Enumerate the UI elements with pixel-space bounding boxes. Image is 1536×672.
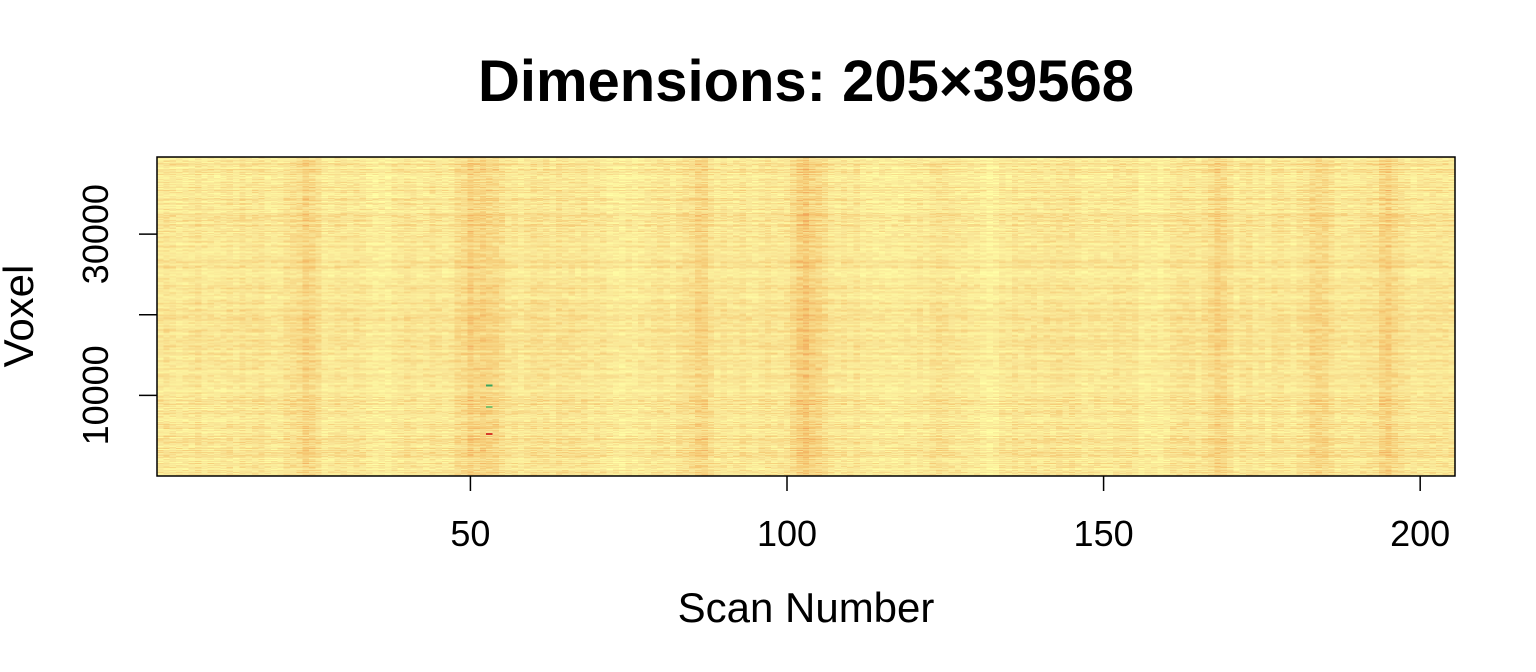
heatmap-cells xyxy=(157,157,1455,476)
x-tick-label: 150 xyxy=(1074,513,1134,554)
x-tick-label: 50 xyxy=(450,513,490,554)
y-axis-label: Voxel xyxy=(0,265,42,368)
x-tick-label: 200 xyxy=(1390,513,1450,554)
x-tick-label: 100 xyxy=(757,513,817,554)
heatmap-area xyxy=(156,156,1456,477)
y-axis: 10000 30000 xyxy=(75,184,157,445)
x-axis: 50 100 150 200 xyxy=(450,476,1450,554)
y-tick-label: 10000 xyxy=(75,345,116,445)
plot-frame xyxy=(156,156,1456,477)
y-tick-label: 30000 xyxy=(75,184,116,284)
chart-title: Dimensions: 205×39568 xyxy=(478,49,1134,114)
x-axis-label: Scan Number xyxy=(678,584,935,631)
